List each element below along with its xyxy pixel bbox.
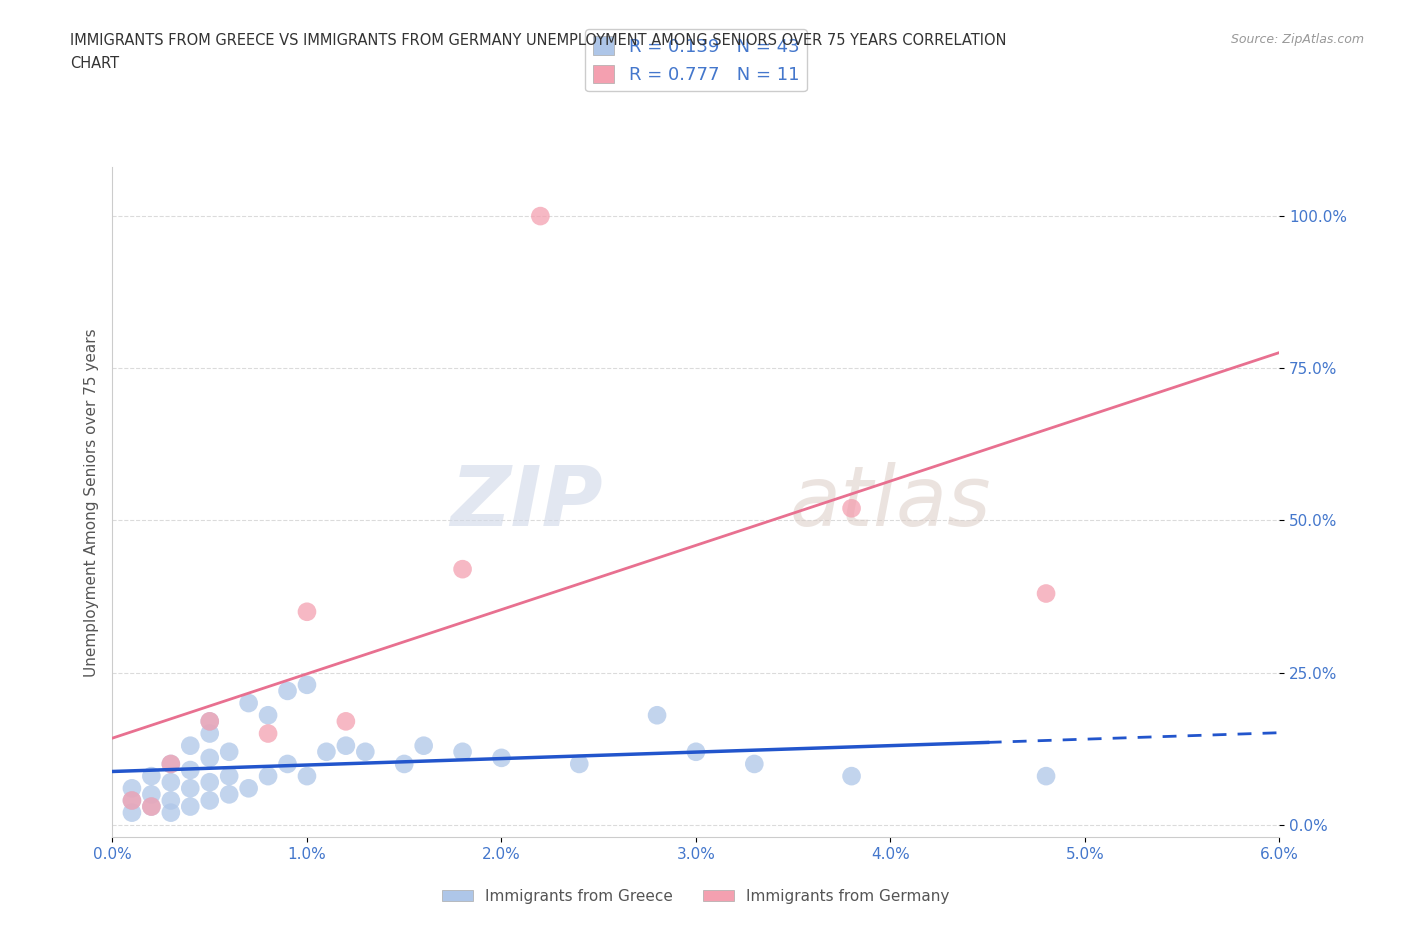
Point [645,708,668,723]
Point [491,751,513,765]
Point [238,696,260,711]
Point [529,208,551,223]
Point [685,744,707,759]
Text: IMMIGRANTS FROM GREECE VS IMMIGRANTS FROM GERMANY UNEMPLOYMENT AMONG SENIORS OVE: IMMIGRANTS FROM GREECE VS IMMIGRANTS FRO… [70,33,1007,47]
Point [295,604,318,619]
Point [198,726,221,741]
Point [121,805,143,820]
Point [742,756,765,771]
Point [160,775,183,790]
Text: atlas: atlas [789,461,991,543]
Text: Source: ZipAtlas.com: Source: ZipAtlas.com [1230,33,1364,46]
Point [218,787,240,802]
Point [335,714,357,729]
Point [295,677,318,692]
Point [198,793,221,808]
Point [198,775,221,790]
Point [257,726,280,741]
Point [295,769,318,784]
Y-axis label: Unemployment Among Seniors over 75 years: Unemployment Among Seniors over 75 years [83,328,98,676]
Point [276,684,298,698]
Point [451,744,474,759]
Point [841,769,863,784]
Point [198,714,221,729]
Point [335,738,357,753]
Point [141,787,163,802]
Point [179,781,201,796]
Point [257,708,280,723]
Point [121,793,143,808]
Point [354,744,377,759]
Point [198,751,221,765]
Point [257,769,280,784]
Point [160,756,183,771]
Legend: Immigrants from Greece, Immigrants from Germany: Immigrants from Greece, Immigrants from … [436,883,956,910]
Point [121,781,143,796]
Point [568,756,591,771]
Point [451,562,474,577]
Text: ZIP: ZIP [450,461,603,543]
Point [1035,586,1057,601]
Point [179,763,201,777]
Point [315,744,337,759]
Point [160,805,183,820]
Point [121,793,143,808]
Point [160,756,183,771]
Point [1035,769,1057,784]
Point [141,799,163,814]
Point [141,769,163,784]
Point [841,501,863,516]
Point [238,781,260,796]
Point [276,756,298,771]
Point [160,793,183,808]
Point [179,799,201,814]
Text: CHART: CHART [70,56,120,71]
Point [179,738,201,753]
Point [392,756,416,771]
Point [218,769,240,784]
Point [412,738,434,753]
Point [218,744,240,759]
Point [198,714,221,729]
Point [141,799,163,814]
